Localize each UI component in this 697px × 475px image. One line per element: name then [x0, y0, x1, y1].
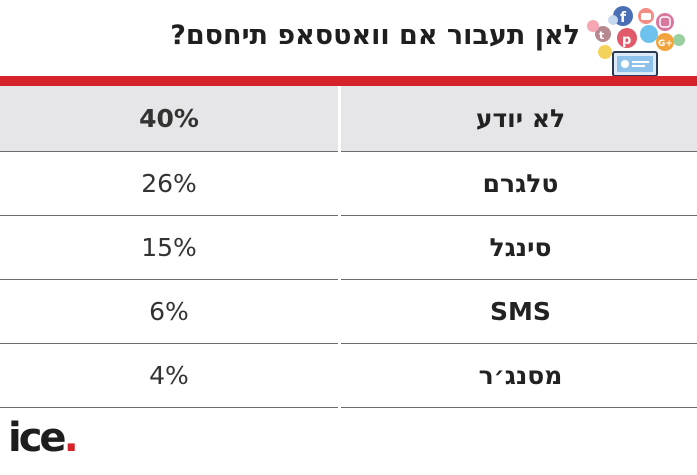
- app-label-cell: מסנג׳ר: [338, 343, 697, 408]
- logo-dot: .: [63, 415, 79, 461]
- percentage-cell: 4%: [0, 343, 340, 408]
- header-accent-bar: [0, 76, 697, 86]
- app-label-cell: SMS: [338, 279, 697, 344]
- ice-logo: ice.: [8, 415, 79, 461]
- table-row: 15% סינגל: [0, 215, 697, 280]
- page-title: לאן תעבור אם וואטסאפ תיחסם?: [170, 20, 580, 51]
- svg-text:G+: G+: [658, 39, 673, 49]
- percentage-cell: 15%: [0, 215, 340, 280]
- svg-text:f: f: [620, 10, 627, 26]
- table-row: 26% טלגרם: [0, 151, 697, 216]
- twitter-icon: [640, 25, 658, 43]
- facebook-icon: [613, 6, 633, 26]
- app-label-cell: לא יודע: [338, 86, 697, 152]
- chat-icon: [587, 20, 599, 32]
- logo-text: ice: [8, 415, 67, 461]
- table-row: 6% SMS: [0, 279, 697, 344]
- header: לאן תעבור אם וואטסאפ תיחסם? f p t G+: [0, 0, 697, 80]
- pinterest-icon: [617, 28, 637, 48]
- app-label-cell: טלגרם: [338, 151, 697, 216]
- svg-text:p: p: [622, 33, 631, 48]
- tumblr-icon: [595, 26, 611, 42]
- results-table: 40% לא יודע 26% טלגרם 15% סינגל 6% SMS 4…: [0, 86, 697, 408]
- app-label-cell: סינגל: [338, 215, 697, 280]
- table-row: 40% לא יודע: [0, 86, 697, 152]
- percentage-cell: 40%: [0, 86, 340, 152]
- table-row: 4% מסנג׳ר: [0, 343, 697, 408]
- instagram-icon: [656, 13, 674, 31]
- google-plus-icon: [656, 33, 674, 51]
- percentage-cell: 26%: [0, 151, 340, 216]
- percentage-cell: 6%: [0, 279, 340, 344]
- snapchat-icon: [598, 45, 612, 59]
- social-media-cluster-icon: f p t G+: [587, 6, 685, 80]
- svg-text:t: t: [599, 29, 604, 42]
